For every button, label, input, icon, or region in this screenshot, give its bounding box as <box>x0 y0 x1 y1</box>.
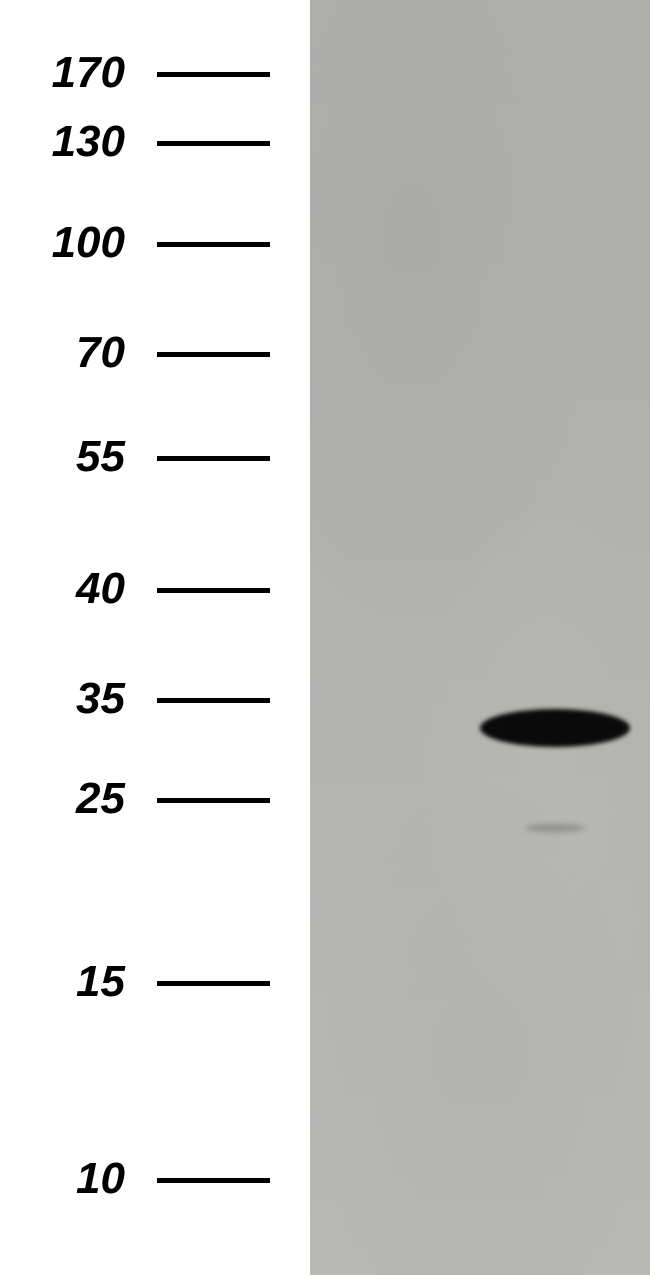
mw-tick-25 <box>157 798 270 803</box>
protein-band-lane1-1 <box>525 824 585 832</box>
mw-label-35: 35 <box>25 674 125 724</box>
mw-tick-10 <box>157 1178 270 1183</box>
mw-label-70: 70 <box>25 328 125 378</box>
gel-membrane <box>310 0 650 1275</box>
mw-label-170: 170 <box>25 48 125 98</box>
mw-label-15: 15 <box>25 957 125 1007</box>
mw-tick-130 <box>157 141 270 146</box>
mw-label-10: 10 <box>25 1154 125 1204</box>
mw-tick-55 <box>157 456 270 461</box>
protein-band-lane1-0 <box>480 709 630 747</box>
mw-label-55: 55 <box>25 432 125 482</box>
mw-tick-15 <box>157 981 270 986</box>
mw-tick-100 <box>157 242 270 247</box>
mw-label-100: 100 <box>25 218 125 268</box>
mw-tick-70 <box>157 352 270 357</box>
western-blot-container: 170 130 100 70 55 40 35 25 15 10 <box>0 0 650 1275</box>
mw-tick-40 <box>157 588 270 593</box>
mw-label-130: 130 <box>25 117 125 167</box>
mw-label-25: 25 <box>25 774 125 824</box>
mw-tick-170 <box>157 72 270 77</box>
mw-label-40: 40 <box>25 564 125 614</box>
mw-tick-35 <box>157 698 270 703</box>
